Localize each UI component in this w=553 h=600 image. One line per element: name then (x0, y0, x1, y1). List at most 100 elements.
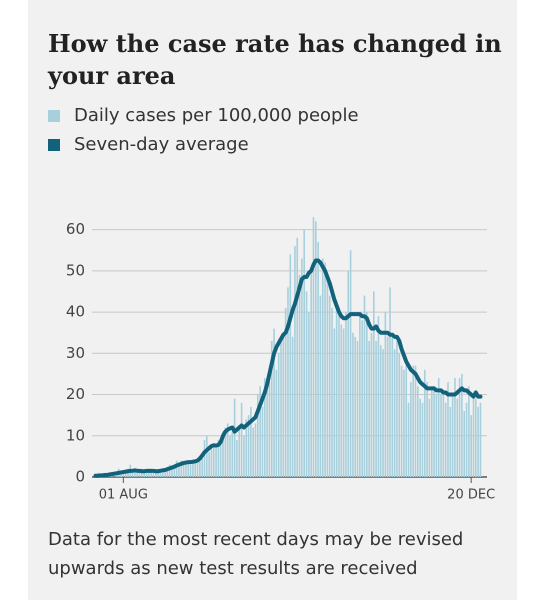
legend-item: Seven-day average (48, 134, 249, 156)
bar (308, 312, 310, 477)
bar (317, 241, 319, 477)
bar (461, 373, 463, 477)
bar (180, 460, 183, 477)
bar (419, 398, 421, 477)
bar (435, 394, 438, 477)
bar (201, 456, 203, 477)
bar (122, 472, 125, 477)
bar (187, 460, 190, 477)
bar (368, 340, 370, 477)
bar (206, 435, 208, 477)
bar (152, 472, 155, 477)
bar (192, 460, 194, 477)
bar (212, 444, 215, 477)
card (28, 0, 517, 600)
bar (340, 324, 343, 477)
bar (291, 336, 294, 477)
footnote: Data for the most recent days may be rev… (48, 529, 464, 579)
bar (233, 398, 236, 477)
bar (238, 427, 241, 477)
bar (384, 312, 387, 477)
bar (196, 460, 199, 477)
bar (335, 299, 338, 477)
x-tick-label: 01 AUG (99, 488, 148, 503)
bar (175, 460, 178, 477)
line (93, 258, 483, 478)
bar (301, 258, 303, 477)
bar (189, 464, 192, 477)
bar (287, 287, 289, 477)
bar (236, 439, 238, 477)
bar (303, 229, 306, 477)
bar (451, 394, 454, 477)
bar (391, 332, 394, 477)
bar (405, 357, 408, 477)
bar (215, 448, 217, 477)
bar (148, 468, 150, 477)
bar (210, 444, 213, 477)
bar (366, 312, 368, 477)
bar (331, 307, 333, 477)
bar (430, 390, 433, 477)
bar (356, 340, 359, 477)
bar (342, 328, 345, 477)
bar (312, 217, 315, 477)
bar (393, 349, 396, 477)
bar (305, 291, 308, 477)
y-tick-label: 30 (66, 344, 85, 362)
x-tick-label: 20 DEC (447, 488, 495, 503)
bar (465, 402, 468, 477)
bar (194, 460, 197, 477)
bar (254, 423, 257, 477)
y-tick-label: 10 (66, 426, 85, 444)
bar (247, 415, 250, 477)
bar (403, 369, 405, 477)
bar (468, 386, 470, 477)
y-tick-label: 0 (75, 468, 85, 486)
bar (143, 472, 145, 477)
bar (231, 431, 234, 477)
bar (161, 472, 164, 477)
bar (120, 472, 122, 477)
bar (268, 382, 271, 477)
bar (324, 262, 326, 477)
bar (414, 365, 417, 477)
bar (263, 378, 266, 477)
legend-label: Seven-day average (74, 134, 249, 155)
bar (442, 390, 445, 477)
bar (477, 406, 479, 477)
bar (277, 353, 280, 477)
bar (252, 427, 254, 477)
bar (354, 336, 357, 477)
bar (475, 398, 477, 477)
bar (257, 394, 259, 477)
bar (398, 353, 401, 477)
bar (417, 386, 419, 477)
bar (289, 254, 292, 477)
bar (352, 332, 354, 477)
bar (428, 398, 431, 477)
bar (178, 464, 180, 477)
bar (382, 349, 384, 477)
bar (423, 369, 426, 477)
bar (261, 406, 264, 477)
bar (273, 328, 275, 477)
bar (280, 340, 282, 477)
bar (310, 266, 312, 477)
bar (400, 365, 403, 477)
bar (361, 320, 363, 477)
bar (298, 274, 301, 477)
bar (363, 295, 366, 477)
bar (266, 378, 268, 477)
legend-label: Daily cases per 100,000 people (74, 105, 359, 126)
bar (136, 468, 139, 477)
bar (131, 472, 134, 477)
bar (150, 468, 152, 477)
bar (407, 402, 410, 477)
bar (240, 402, 243, 477)
bar (319, 295, 322, 477)
legend-swatch (48, 110, 60, 122)
y-tick-label: 50 (66, 261, 85, 279)
